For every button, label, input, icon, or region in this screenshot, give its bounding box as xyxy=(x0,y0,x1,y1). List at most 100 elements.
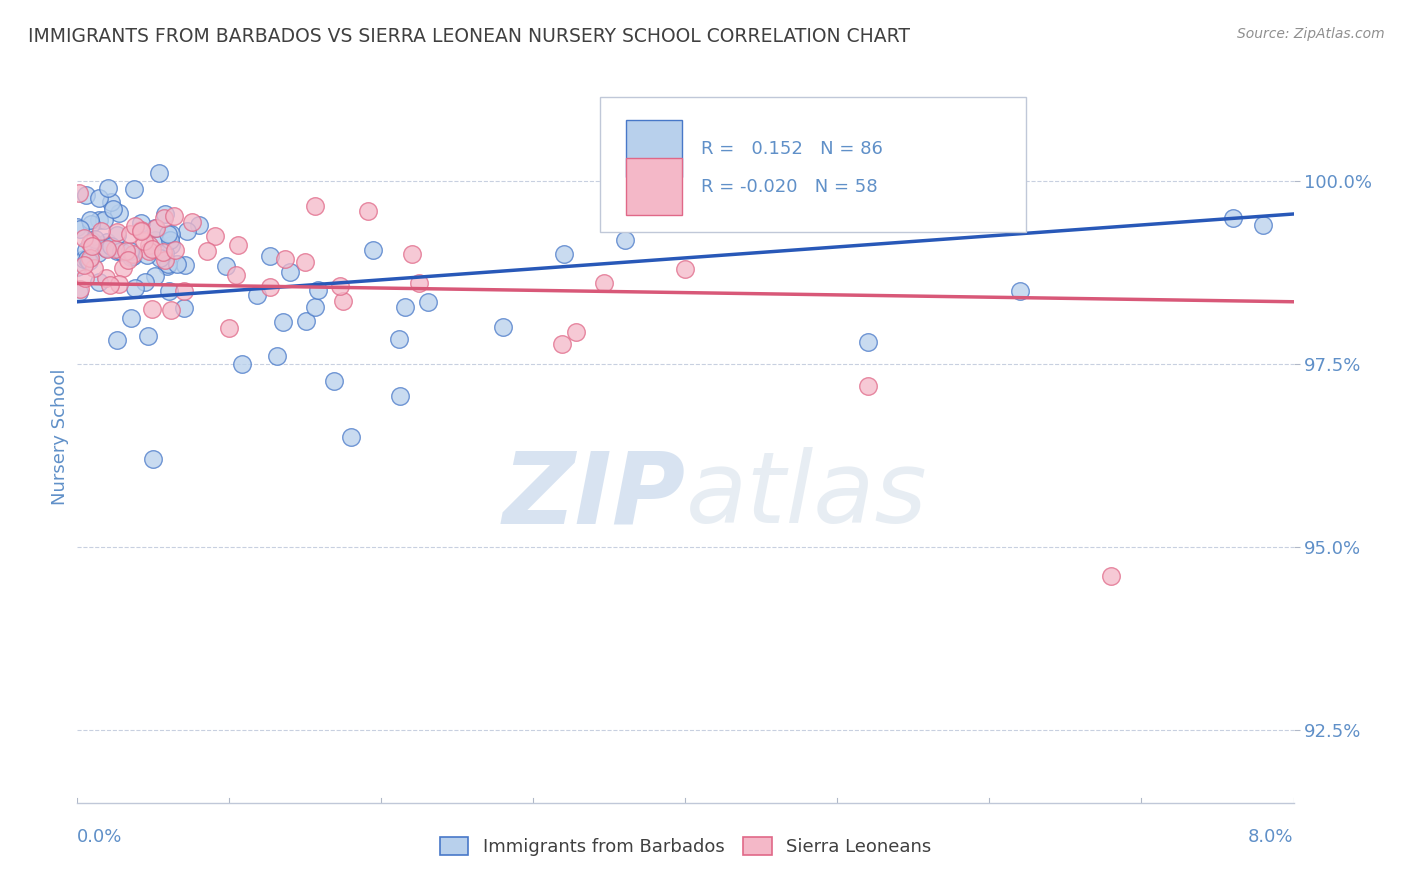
Point xyxy=(159,303,181,318)
Point xyxy=(122,247,145,261)
Point xyxy=(96,181,118,195)
Point xyxy=(259,249,281,263)
Text: 0.0%: 0.0% xyxy=(77,829,122,847)
Point xyxy=(80,234,103,248)
Point xyxy=(117,253,139,268)
Point xyxy=(87,246,110,260)
Point xyxy=(107,225,129,239)
Point xyxy=(1099,569,1122,583)
Point xyxy=(124,219,146,233)
Point xyxy=(73,258,96,272)
Point xyxy=(153,253,176,268)
Point xyxy=(295,314,318,328)
Point xyxy=(134,275,156,289)
Point xyxy=(363,243,385,257)
Point xyxy=(856,334,879,349)
Point xyxy=(96,242,118,256)
Point xyxy=(131,216,153,230)
Point xyxy=(87,213,110,227)
Point xyxy=(120,310,142,325)
Point xyxy=(304,199,326,213)
Point xyxy=(77,254,100,268)
Point xyxy=(152,245,174,260)
Point xyxy=(124,281,146,295)
Point xyxy=(105,244,128,258)
Point xyxy=(215,259,238,273)
Point xyxy=(89,191,111,205)
Point xyxy=(1008,284,1031,298)
Point xyxy=(176,224,198,238)
Point xyxy=(100,194,122,209)
Point xyxy=(98,241,121,255)
Point xyxy=(66,260,89,274)
Point xyxy=(94,241,117,255)
Point xyxy=(143,233,166,247)
Point xyxy=(111,245,134,260)
Point xyxy=(73,270,96,285)
Point xyxy=(66,220,89,235)
Point xyxy=(1222,211,1244,225)
Point xyxy=(115,244,138,258)
Point xyxy=(160,227,183,242)
Point xyxy=(124,182,146,196)
Point xyxy=(204,228,226,243)
Point xyxy=(271,315,294,329)
Point xyxy=(195,244,218,258)
Point xyxy=(675,261,697,276)
Point xyxy=(73,230,96,244)
Point xyxy=(110,244,132,258)
Point xyxy=(856,379,879,393)
Point xyxy=(274,252,297,266)
Point xyxy=(79,236,101,251)
Point xyxy=(231,357,253,371)
Point xyxy=(108,277,131,291)
Point xyxy=(592,276,614,290)
Point xyxy=(80,217,103,231)
Point xyxy=(266,350,288,364)
Point xyxy=(156,227,179,241)
Point xyxy=(153,207,176,221)
Point xyxy=(121,250,143,264)
Point xyxy=(163,243,186,257)
Point xyxy=(394,300,416,314)
Text: R = -0.020   N = 58: R = -0.020 N = 58 xyxy=(702,178,877,195)
Point xyxy=(294,254,316,268)
Point xyxy=(156,259,179,273)
Point xyxy=(357,204,380,219)
Point xyxy=(180,215,202,229)
Point xyxy=(143,221,166,235)
Point xyxy=(153,211,176,225)
Y-axis label: Nursery School: Nursery School xyxy=(51,368,69,506)
Point xyxy=(122,249,145,263)
Point xyxy=(69,221,91,235)
Point xyxy=(307,283,329,297)
Point xyxy=(218,320,240,334)
Point xyxy=(328,279,350,293)
Point xyxy=(76,252,98,266)
Point xyxy=(173,284,195,298)
Point xyxy=(101,202,124,216)
Point xyxy=(87,275,110,289)
FancyBboxPatch shape xyxy=(626,120,682,178)
Point xyxy=(83,261,105,276)
Point xyxy=(108,206,131,220)
Text: IMMIGRANTS FROM BARBADOS VS SIERRA LEONEAN NURSERY SCHOOL CORRELATION CHART: IMMIGRANTS FROM BARBADOS VS SIERRA LEONE… xyxy=(28,27,910,45)
Point xyxy=(408,276,430,290)
Point xyxy=(136,248,159,262)
Point xyxy=(143,268,166,283)
Point xyxy=(79,212,101,227)
Point xyxy=(73,252,96,267)
Point xyxy=(105,227,128,242)
Text: Source: ZipAtlas.com: Source: ZipAtlas.com xyxy=(1237,27,1385,41)
Point xyxy=(94,271,117,285)
Point xyxy=(112,261,135,276)
Point xyxy=(91,238,114,252)
Point xyxy=(492,320,515,334)
Text: 8.0%: 8.0% xyxy=(1249,829,1294,847)
Text: atlas: atlas xyxy=(686,447,927,544)
Point xyxy=(226,237,249,252)
Point xyxy=(118,244,141,258)
Point xyxy=(174,258,197,272)
Legend: Immigrants from Barbados, Sierra Leoneans: Immigrants from Barbados, Sierra Leonean… xyxy=(432,830,939,863)
Point xyxy=(141,302,163,317)
